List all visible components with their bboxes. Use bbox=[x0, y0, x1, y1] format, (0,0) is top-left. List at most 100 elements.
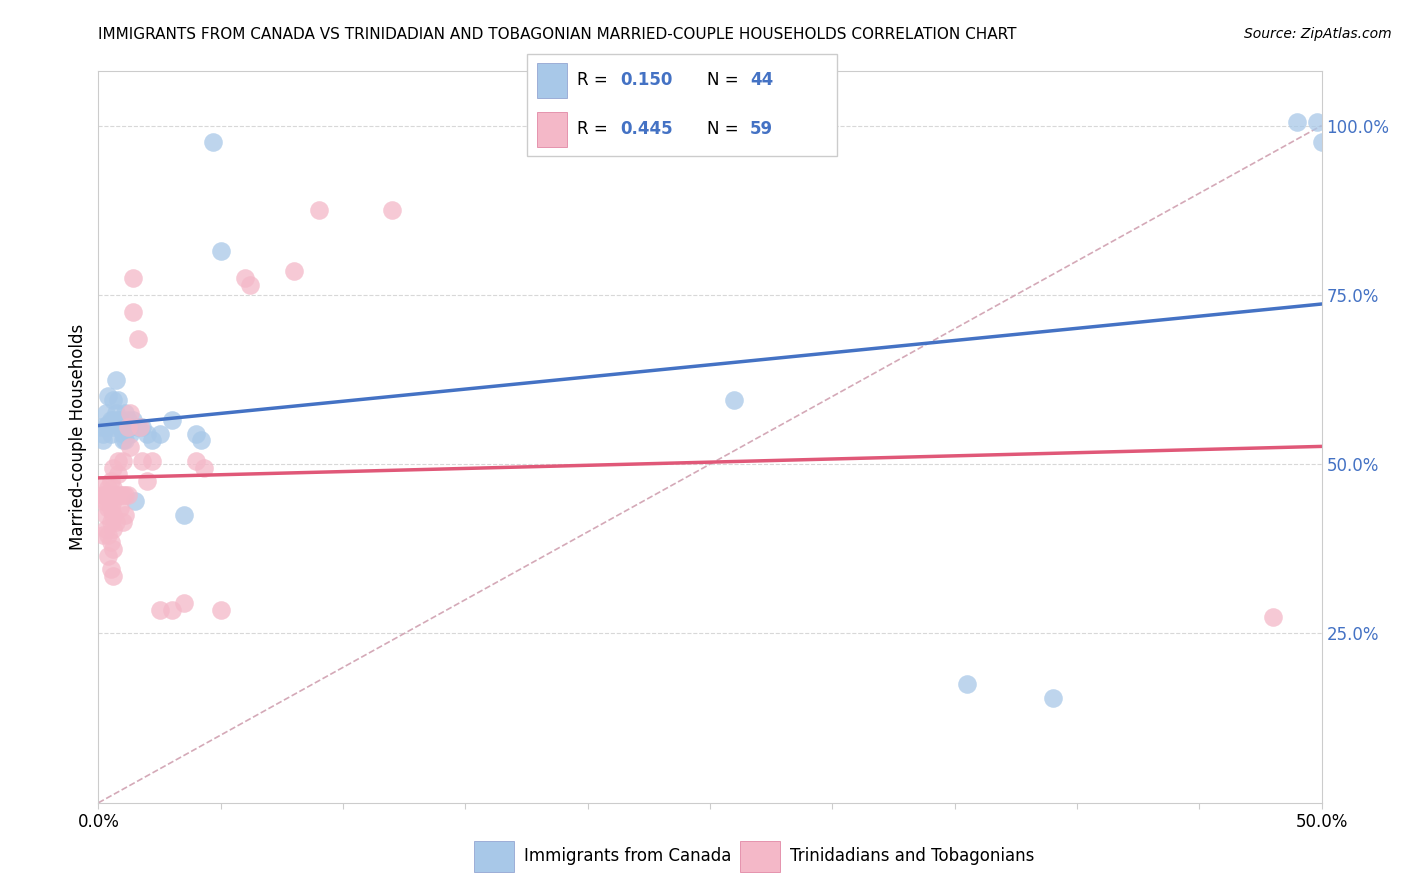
Point bbox=[97, 417, 120, 431]
Point bbox=[124, 494, 146, 508]
Point bbox=[94, 420, 117, 434]
Point bbox=[131, 454, 153, 468]
Point bbox=[186, 454, 208, 468]
Point bbox=[121, 413, 143, 427]
FancyBboxPatch shape bbox=[527, 54, 837, 156]
Point bbox=[90, 420, 112, 434]
Point bbox=[101, 541, 124, 556]
Point bbox=[1310, 136, 1333, 150]
Point bbox=[100, 535, 122, 549]
Point bbox=[91, 434, 114, 448]
Point bbox=[107, 413, 129, 427]
Point bbox=[114, 508, 136, 522]
Point bbox=[127, 420, 149, 434]
Point bbox=[101, 494, 124, 508]
Point bbox=[136, 426, 159, 441]
Point bbox=[117, 488, 139, 502]
Point bbox=[190, 434, 212, 448]
Point bbox=[136, 474, 159, 488]
Point bbox=[104, 372, 127, 386]
Point bbox=[160, 603, 183, 617]
Point bbox=[1286, 115, 1309, 129]
Point bbox=[956, 677, 979, 691]
Point bbox=[94, 406, 117, 420]
Point bbox=[186, 426, 208, 441]
Point bbox=[149, 603, 172, 617]
Point bbox=[111, 426, 134, 441]
Point bbox=[121, 305, 143, 319]
Point bbox=[120, 420, 142, 434]
Point bbox=[149, 426, 172, 441]
Point bbox=[91, 488, 114, 502]
Point bbox=[141, 454, 163, 468]
Point bbox=[104, 515, 127, 529]
Point bbox=[114, 406, 136, 420]
Point bbox=[127, 332, 149, 346]
Point bbox=[114, 434, 136, 448]
Point bbox=[239, 277, 262, 292]
Point bbox=[101, 392, 124, 407]
Point bbox=[100, 501, 122, 516]
Point bbox=[283, 264, 305, 278]
Point bbox=[94, 521, 117, 535]
Point bbox=[91, 528, 114, 542]
Point bbox=[97, 481, 120, 495]
Point bbox=[90, 481, 112, 495]
Point bbox=[202, 136, 225, 150]
Point bbox=[110, 501, 132, 516]
Point bbox=[91, 494, 114, 508]
Text: 0.445: 0.445 bbox=[620, 120, 672, 138]
Point bbox=[107, 454, 129, 468]
Text: 44: 44 bbox=[749, 71, 773, 89]
Text: R =: R = bbox=[576, 71, 613, 89]
Point bbox=[111, 454, 134, 468]
Text: N =: N = bbox=[707, 120, 744, 138]
Text: Trinidadians and Tobagonians: Trinidadians and Tobagonians bbox=[790, 847, 1033, 865]
Bar bbox=[740, 840, 780, 872]
Point bbox=[101, 460, 124, 475]
Point bbox=[111, 515, 134, 529]
Point bbox=[1042, 690, 1064, 705]
Point bbox=[107, 392, 129, 407]
Point bbox=[120, 406, 142, 420]
Text: Source: ZipAtlas.com: Source: ZipAtlas.com bbox=[1244, 27, 1392, 41]
Bar bbox=[537, 62, 568, 97]
Point bbox=[110, 488, 132, 502]
Point bbox=[129, 420, 152, 434]
Text: 0.150: 0.150 bbox=[620, 71, 672, 89]
Point bbox=[97, 528, 120, 542]
Point bbox=[209, 244, 232, 258]
Point bbox=[100, 474, 122, 488]
Point bbox=[94, 494, 117, 508]
Point bbox=[141, 434, 163, 448]
Point bbox=[94, 508, 117, 522]
Point bbox=[120, 426, 142, 441]
Point bbox=[100, 426, 122, 441]
Point bbox=[100, 413, 122, 427]
Point bbox=[101, 420, 124, 434]
Point bbox=[233, 271, 256, 285]
Point bbox=[308, 203, 330, 218]
Point bbox=[101, 481, 124, 495]
Text: R =: R = bbox=[576, 120, 613, 138]
Point bbox=[101, 508, 124, 522]
Text: Immigrants from Canada: Immigrants from Canada bbox=[523, 847, 731, 865]
Point bbox=[110, 413, 132, 427]
Point bbox=[101, 413, 124, 427]
Point bbox=[131, 420, 153, 434]
Text: 59: 59 bbox=[749, 120, 773, 138]
Text: N =: N = bbox=[707, 71, 744, 89]
Point bbox=[114, 488, 136, 502]
Point bbox=[1261, 609, 1284, 624]
Point bbox=[100, 562, 122, 576]
Point bbox=[173, 508, 195, 522]
Point bbox=[381, 203, 404, 218]
Point bbox=[1306, 115, 1329, 129]
Point bbox=[100, 515, 122, 529]
Point bbox=[121, 271, 143, 285]
Point bbox=[193, 460, 215, 475]
Y-axis label: Married-couple Households: Married-couple Households bbox=[69, 324, 87, 550]
Point bbox=[110, 420, 132, 434]
Point bbox=[97, 501, 120, 516]
Point bbox=[97, 549, 120, 563]
